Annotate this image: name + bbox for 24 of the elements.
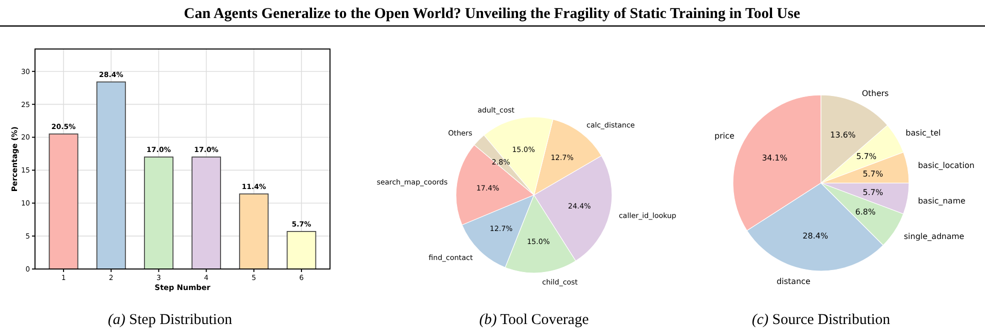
slice-label: price	[714, 132, 735, 141]
bar	[286, 231, 316, 270]
data-label: 13.6%	[830, 130, 856, 140]
data-label: 5.7%	[856, 152, 877, 161]
data-label: 6.8%	[855, 207, 876, 216]
data-label: 28.4%	[802, 231, 828, 240]
bar	[239, 193, 269, 270]
bar	[48, 134, 78, 270]
text: (c) Source Distribution	[752, 312, 891, 328]
text: (b) Tool Coverage	[479, 312, 590, 328]
slice-label: single_adname	[904, 232, 964, 242]
text: (a) Step Distribution	[108, 312, 233, 328]
slice-label: basic_name	[918, 196, 966, 206]
data-label: 5.7%	[862, 188, 884, 198]
text: Can Agents Generalize to the Open World? Unveiling the Fragility of Static Training in Tool Use	[184, 6, 800, 22]
data-label: 34.1%	[762, 154, 788, 163]
bar	[192, 156, 222, 270]
data-label: 5.7%	[862, 169, 884, 178]
slice-label: distance	[776, 276, 811, 286]
slice-label: basic_tel	[906, 128, 941, 138]
bar	[144, 156, 174, 270]
bar	[96, 81, 126, 270]
slice-label: Others	[862, 89, 889, 98]
slice-label: basic_location	[918, 161, 974, 170]
